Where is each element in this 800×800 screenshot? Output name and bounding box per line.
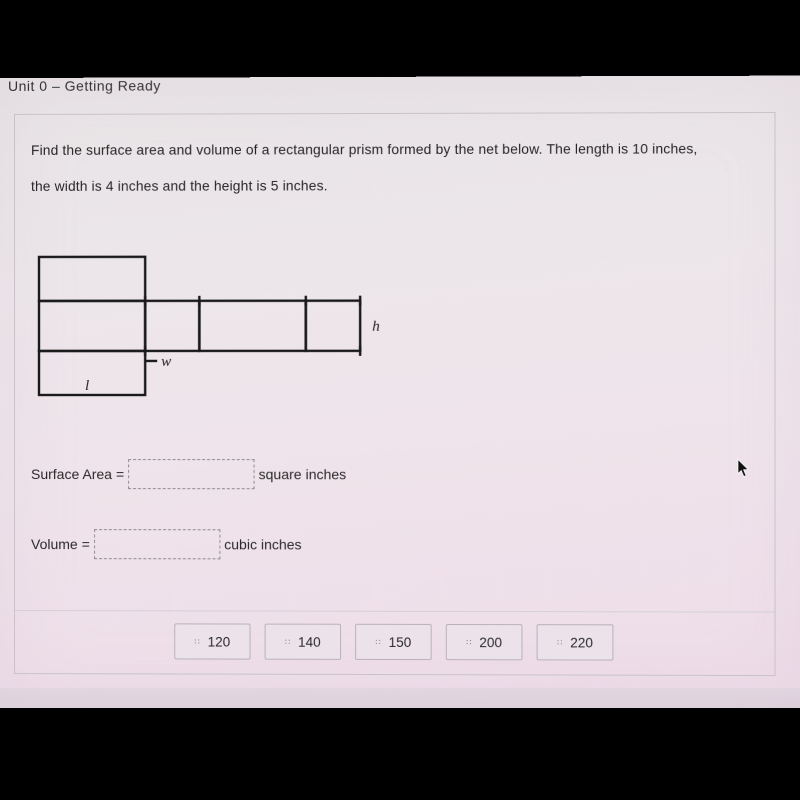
mouse-cursor-icon — [737, 458, 751, 478]
label-l: l — [85, 378, 89, 394]
surface-area-row: Surface Area = square inches — [31, 459, 346, 489]
choice-value: 120 — [208, 634, 231, 649]
question-prompt: Find the surface area and volume of a re… — [31, 131, 758, 205]
letterbox-top — [0, 0, 800, 78]
answer-choices-tray: ∷ 120 ∷ 140 ∷ 150 ∷ 200 ∷ 220 — [15, 610, 775, 661]
label-w: w — [161, 354, 171, 370]
question-card: Find the surface area and volume of a re… — [14, 112, 776, 676]
choice-value: 220 — [570, 635, 593, 650]
vol-label-pre: Volume = — [31, 536, 90, 552]
volume-dropzone[interactable] — [94, 529, 220, 559]
drag-handle-icon: ∷ — [466, 641, 474, 644]
screen-area: Unit 0 – Getting Ready Find the surface … — [0, 76, 800, 711]
choice-tile[interactable]: ∷ 200 — [446, 624, 523, 660]
choice-tile[interactable]: ∷ 220 — [537, 624, 614, 660]
surface-area-dropzone[interactable] — [128, 459, 254, 489]
letterbox-bottom — [0, 708, 800, 800]
prism-net-diagram: h w l — [29, 248, 411, 419]
photo-frame: Unit 0 – Getting Ready Find the surface … — [0, 0, 800, 800]
drag-handle-icon: ∷ — [195, 640, 203, 643]
drag-handle-icon: ∷ — [375, 640, 383, 643]
page-breadcrumb: Unit 0 – Getting Ready — [0, 76, 800, 94]
prompt-line-2: the width is 4 inches and the height is … — [31, 178, 328, 194]
choice-value: 140 — [298, 634, 321, 649]
sa-label-pre: Surface Area = — [31, 466, 124, 482]
drag-handle-icon: ∷ — [557, 641, 565, 644]
choice-value: 200 — [479, 635, 502, 650]
choice-value: 150 — [389, 634, 412, 649]
choice-tile[interactable]: ∷ 150 — [355, 624, 432, 660]
drag-handle-icon: ∷ — [285, 640, 293, 643]
volume-row: Volume = cubic inches — [31, 529, 302, 559]
sa-label-post: square inches — [259, 466, 347, 482]
choice-tile[interactable]: ∷ 140 — [265, 624, 341, 660]
prompt-line-1: Find the surface area and volume of a re… — [31, 141, 697, 158]
label-h: h — [372, 319, 380, 335]
choice-tile[interactable]: ∷ 120 — [174, 623, 250, 659]
os-taskbar-sliver — [0, 688, 800, 708]
vol-label-post: cubic inches — [224, 536, 301, 552]
